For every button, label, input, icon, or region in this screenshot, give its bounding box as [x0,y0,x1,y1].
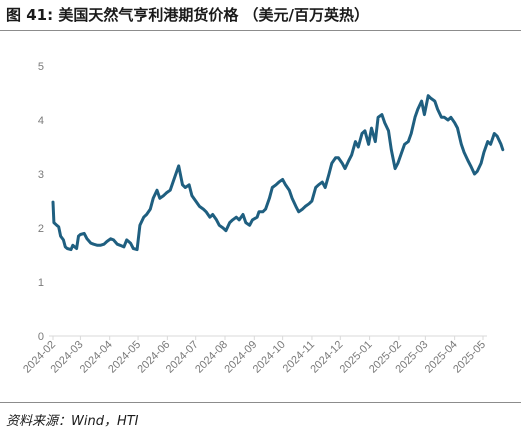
y-tick-label: 4 [38,115,44,127]
y-tick-label: 2 [38,223,44,235]
title-divider [0,30,521,31]
y-tick-label: 0 [38,331,44,343]
chart-title: 图 41: 美国天然气亨利港期货价格 （美元/百万英热） [6,6,370,24]
y-tick-label: 1 [38,277,44,289]
y-axis: 0 1 2 3 4 5 [38,61,44,343]
source-divider [0,402,521,403]
source-note: 资料来源：Wind，HTI [6,414,139,429]
series-lines [51,94,505,252]
series-line-0 [51,94,505,252]
line-chart: 0 1 2 3 4 5 2024-022024-032024-042024-052024-… [21,61,505,376]
y-tick-label: 5 [38,61,44,73]
y-tick-label: 3 [38,169,44,181]
x-axis: 2024-022024-032024-042024-052024-062024-… [21,336,488,376]
